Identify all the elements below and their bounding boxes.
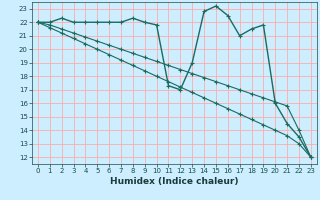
- X-axis label: Humidex (Indice chaleur): Humidex (Indice chaleur): [110, 177, 239, 186]
